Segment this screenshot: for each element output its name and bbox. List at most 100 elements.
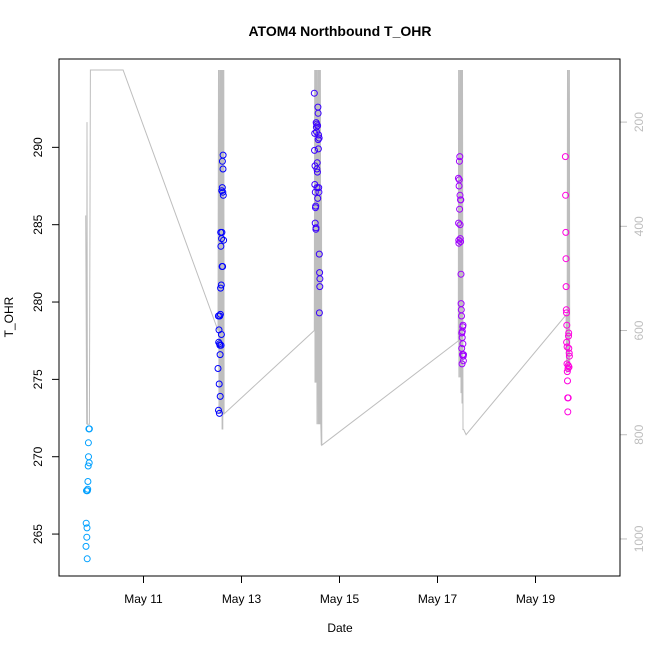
data-point bbox=[565, 349, 573, 357]
data-point bbox=[314, 136, 322, 144]
data-point bbox=[84, 439, 92, 447]
data-point bbox=[564, 365, 572, 372]
data-point bbox=[217, 242, 225, 250]
data-point bbox=[219, 165, 227, 173]
data-point bbox=[565, 344, 573, 352]
data-point bbox=[84, 485, 92, 493]
data-point bbox=[215, 380, 223, 388]
plot-frame bbox=[58, 58, 621, 577]
data-point bbox=[455, 239, 463, 247]
x-tick-label: May 19 bbox=[516, 592, 556, 606]
data-point bbox=[562, 255, 570, 263]
data-point bbox=[314, 109, 322, 117]
data-point bbox=[85, 459, 93, 467]
data-point bbox=[455, 157, 463, 165]
secondary-tick-label: 200 bbox=[632, 112, 646, 132]
data-point bbox=[82, 542, 90, 550]
data-point bbox=[455, 219, 463, 227]
data-point bbox=[563, 338, 571, 346]
data-point bbox=[315, 188, 323, 196]
data-point bbox=[455, 236, 463, 244]
y-axis-label: T_OHR bbox=[2, 296, 16, 337]
data-point bbox=[84, 462, 92, 470]
data-point bbox=[217, 331, 225, 338]
data-point bbox=[459, 321, 467, 329]
data-point bbox=[458, 312, 465, 320]
data-point bbox=[562, 283, 570, 291]
data-point bbox=[456, 235, 464, 243]
data-point bbox=[315, 134, 323, 142]
data-point bbox=[218, 187, 226, 195]
data-point bbox=[316, 275, 324, 283]
x-axis-label: Date bbox=[327, 621, 353, 635]
data-point bbox=[562, 306, 570, 314]
data-point bbox=[454, 174, 462, 182]
x-tick-label: May 15 bbox=[320, 592, 360, 606]
data-point bbox=[217, 341, 225, 349]
data-point bbox=[457, 270, 465, 278]
data-point bbox=[563, 309, 570, 317]
data-point bbox=[217, 281, 225, 289]
data-point bbox=[310, 89, 318, 97]
secondary-series-line bbox=[85, 69, 571, 447]
data-point bbox=[562, 228, 570, 236]
secondary-tick-label: 600 bbox=[632, 320, 646, 340]
data-point bbox=[561, 153, 569, 161]
data-point bbox=[563, 321, 571, 329]
secondary-tick-label: 400 bbox=[632, 216, 646, 236]
data-point bbox=[215, 406, 222, 414]
secondary-tick-label: 1000 bbox=[632, 525, 646, 552]
data-point bbox=[315, 131, 323, 139]
data-point bbox=[312, 202, 320, 210]
data-point bbox=[564, 408, 572, 416]
data-point bbox=[216, 392, 224, 400]
data-point bbox=[311, 146, 318, 154]
data-point bbox=[217, 284, 225, 292]
points-layer bbox=[82, 89, 573, 563]
data-point bbox=[565, 329, 573, 337]
data-point bbox=[315, 184, 323, 192]
chart-title: ATOM4 Northbound T_OHR bbox=[248, 23, 431, 39]
data-point bbox=[314, 122, 322, 130]
data-point bbox=[562, 191, 570, 199]
secondary-tick-label: 800 bbox=[632, 424, 646, 444]
y-tick-label: 265 bbox=[31, 524, 45, 544]
data-point bbox=[315, 309, 323, 317]
data-point bbox=[216, 351, 224, 359]
secondary-line-layer bbox=[85, 69, 571, 447]
y-tick-label: 280 bbox=[31, 292, 45, 312]
data-point bbox=[565, 332, 572, 340]
data-point bbox=[83, 533, 91, 541]
data-point bbox=[565, 352, 573, 360]
data-point bbox=[220, 236, 228, 244]
data-point bbox=[218, 228, 226, 236]
data-point bbox=[312, 224, 320, 232]
data-point bbox=[219, 191, 227, 199]
y-tick-label: 270 bbox=[31, 446, 45, 466]
data-point bbox=[456, 221, 464, 229]
y-tick-label: 275 bbox=[31, 369, 45, 389]
data-point bbox=[563, 343, 571, 351]
x-tick-label: May 17 bbox=[418, 592, 458, 606]
data-point bbox=[83, 555, 91, 563]
data-point bbox=[82, 519, 90, 527]
data-point bbox=[218, 184, 226, 192]
data-point bbox=[313, 159, 321, 167]
data-point bbox=[312, 123, 320, 131]
y-tick-label: 290 bbox=[31, 137, 45, 157]
data-point bbox=[315, 250, 323, 258]
data-point bbox=[313, 168, 321, 176]
data-point bbox=[214, 365, 222, 372]
data-point bbox=[314, 145, 322, 153]
data-point bbox=[311, 129, 319, 137]
data-point bbox=[316, 283, 324, 291]
data-point bbox=[215, 409, 223, 417]
data-point bbox=[456, 205, 464, 213]
data-point bbox=[456, 153, 464, 161]
data-point bbox=[460, 351, 467, 359]
data-point bbox=[219, 263, 227, 270]
y-tick-label: 285 bbox=[31, 214, 45, 234]
